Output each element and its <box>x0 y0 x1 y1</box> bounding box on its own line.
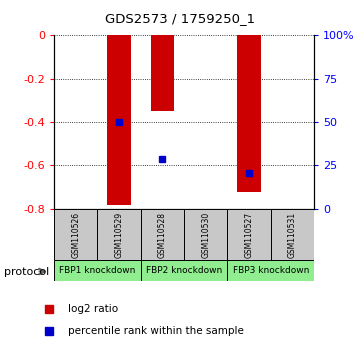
Bar <box>107 35 131 205</box>
Text: log2 ratio: log2 ratio <box>68 304 118 314</box>
Bar <box>54 209 97 260</box>
Bar <box>151 35 174 111</box>
Text: GSM110526: GSM110526 <box>71 211 80 258</box>
Text: GSM110528: GSM110528 <box>158 212 167 257</box>
Text: GSM110531: GSM110531 <box>288 211 297 258</box>
Bar <box>54 260 141 281</box>
Bar <box>141 209 184 260</box>
Text: GDS2573 / 1759250_1: GDS2573 / 1759250_1 <box>105 12 256 25</box>
Text: FBP1 knockdown: FBP1 knockdown <box>59 266 136 275</box>
Text: protocol: protocol <box>4 267 49 276</box>
Bar <box>97 209 141 260</box>
Bar <box>184 209 227 260</box>
Bar <box>141 260 227 281</box>
Text: GSM110530: GSM110530 <box>201 211 210 258</box>
Bar <box>237 35 261 192</box>
Text: FBP2 knockdown: FBP2 knockdown <box>146 266 222 275</box>
Text: percentile rank within the sample: percentile rank within the sample <box>68 326 244 336</box>
Text: GSM110529: GSM110529 <box>115 211 123 258</box>
Bar <box>271 209 314 260</box>
Text: FBP3 knockdown: FBP3 knockdown <box>232 266 309 275</box>
Bar <box>227 209 271 260</box>
Bar <box>227 260 314 281</box>
Text: GSM110527: GSM110527 <box>245 211 253 258</box>
